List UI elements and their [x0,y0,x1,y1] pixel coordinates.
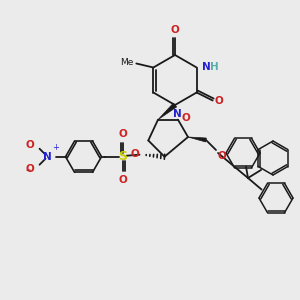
Text: O: O [118,175,127,185]
Polygon shape [158,103,177,120]
Text: O: O [118,129,127,139]
Text: O: O [217,151,226,161]
Text: +: + [52,143,59,152]
Text: N: N [172,109,182,119]
Text: Me: Me [120,58,133,67]
Text: O: O [26,164,34,174]
Text: S: S [118,150,127,163]
Text: H: H [210,61,218,71]
Text: N: N [43,152,52,162]
Text: -: - [25,164,30,177]
Text: O: O [171,25,179,35]
Text: O: O [26,140,34,150]
Text: O: O [182,113,191,123]
Text: O: O [215,97,224,106]
Text: N: N [202,61,210,71]
Text: O: O [131,149,140,159]
Polygon shape [188,137,206,142]
